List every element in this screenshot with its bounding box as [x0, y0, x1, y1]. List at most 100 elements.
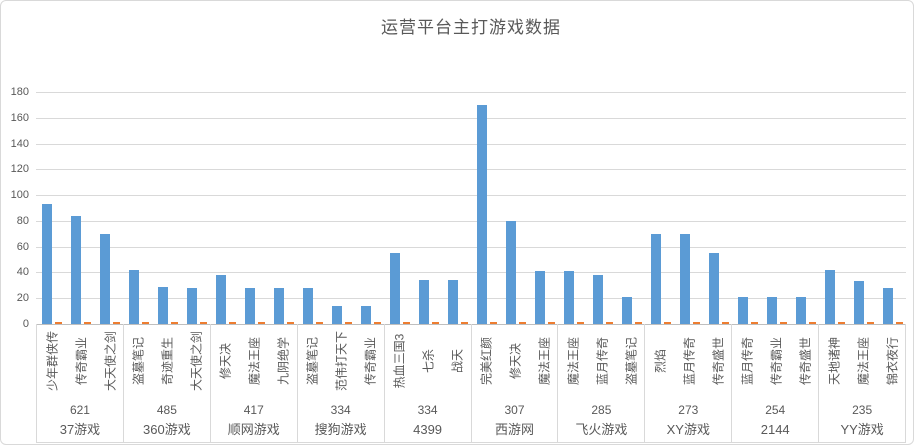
bar-primary	[274, 288, 284, 324]
bar-secondary	[345, 322, 352, 324]
bar-secondary	[287, 322, 294, 324]
bar-primary	[854, 281, 864, 324]
game-labels-row: 少年群侠传 传奇霸业 大天使之剑	[37, 324, 123, 398]
game-label: 范伟打天下	[334, 331, 349, 392]
bar-secondary	[867, 322, 874, 324]
gridline	[36, 144, 906, 145]
group-total: 621	[69, 403, 90, 418]
game-label: 传奇霸业	[74, 337, 88, 386]
game-labels-row: 魔法王座 蓝月传奇 盗墓笔记	[558, 324, 644, 398]
bar-primary	[738, 297, 748, 324]
bar-primary	[303, 288, 313, 324]
category-group: 完美红颜 修天决 魔法王座 307 西游网	[472, 324, 559, 442]
game-label: 完美红颜	[479, 337, 494, 386]
y-axis-tick: 40	[16, 266, 29, 278]
game-label: 七杀	[421, 349, 436, 374]
bar-secondary	[722, 322, 729, 324]
game-labels-row: 盗墓笔记 范伟打天下 传奇霸业	[298, 324, 384, 398]
bar-secondary	[171, 322, 178, 324]
bar-primary	[245, 288, 255, 324]
gridline	[36, 272, 906, 273]
gridline	[36, 169, 906, 170]
gridline	[36, 298, 906, 299]
game-label: 魔法王座	[537, 337, 552, 386]
bar-secondary	[142, 322, 149, 324]
bar-secondary	[229, 322, 236, 324]
gridline	[36, 221, 906, 222]
bar-secondary	[896, 322, 903, 324]
group-platform: 西游网	[494, 422, 534, 438]
group-total: 334	[417, 403, 438, 418]
bar-primary	[564, 271, 574, 324]
bar-primary	[71, 216, 81, 324]
bar-secondary	[316, 322, 323, 324]
game-label: 奇迹重生	[160, 337, 175, 386]
game-label: 魔法王座	[566, 337, 581, 386]
bar-primary	[361, 306, 371, 324]
category-group: 蓝月传奇 传奇霸业 传奇盛世 254 2144	[732, 324, 820, 442]
chart-title: 运营平台主打游戏数据	[381, 18, 561, 37]
bar-secondary	[84, 322, 91, 324]
game-label: 修天决	[508, 343, 523, 380]
bar-secondary	[432, 322, 439, 324]
category-group: 热血三国3 七杀 战天 334 4399	[385, 324, 472, 442]
bar-secondary	[635, 322, 642, 324]
bar-secondary	[838, 322, 845, 324]
bar-secondary	[606, 322, 613, 324]
y-axis-tick: 20	[16, 292, 29, 304]
y-axis-tick: 180	[10, 86, 29, 98]
game-label: 少年群侠传	[45, 331, 59, 392]
y-axis-tick: 0	[22, 318, 29, 330]
group-total: 285	[591, 403, 612, 418]
game-label: 传奇盛世	[798, 337, 813, 386]
bar-primary	[158, 287, 168, 324]
bar-primary	[593, 275, 603, 324]
group-platform: XY游戏	[666, 422, 710, 438]
group-total: 254	[765, 403, 786, 418]
game-labels-row: 烈焰 蓝月传奇 传奇盛世	[645, 324, 731, 398]
game-label: 盗墓笔记	[624, 337, 639, 386]
gridline	[36, 92, 906, 93]
game-label: 蓝月传奇	[595, 337, 610, 386]
game-label: 魔法王座	[856, 337, 871, 386]
bar-secondary	[374, 322, 381, 324]
bar-primary	[651, 234, 661, 324]
bar-secondary	[693, 322, 700, 324]
category-group: 修天决 魔法王座 九阴绝学 417 顺网游戏	[211, 324, 298, 442]
group-total: 417	[243, 403, 264, 418]
group-total: 307	[504, 403, 525, 418]
group-platform: 4399	[413, 422, 443, 438]
bar-secondary	[664, 322, 671, 324]
category-group: 少年群侠传 传奇霸业 大天使之剑 621 37游戏	[36, 324, 124, 442]
game-label: 蓝月传奇	[740, 337, 755, 386]
bar-secondary	[780, 322, 787, 324]
y-axis-tick: 60	[16, 241, 29, 253]
category-group: 盗墓笔记 奇迹重生 大天使之剑 485 360游戏	[124, 324, 211, 442]
game-label: 传奇霸业	[769, 337, 784, 386]
category-group: 盗墓笔记 范伟打天下 传奇霸业 334 搜狗游戏	[298, 324, 385, 442]
bar-primary	[419, 280, 429, 324]
y-axis-tick: 80	[16, 215, 29, 227]
bar-secondary	[461, 322, 468, 324]
bar-secondary	[55, 322, 62, 324]
game-label: 大天使之剑	[103, 331, 117, 392]
gridline	[36, 118, 906, 119]
category-group: 烈焰 蓝月传奇 传奇盛世 273 XY游戏	[645, 324, 733, 442]
bar-primary	[535, 271, 545, 324]
bar-primary	[129, 270, 139, 324]
game-label: 锦衣夜行	[885, 337, 900, 386]
group-platform: 37游戏	[59, 422, 101, 438]
game-label: 盗墓笔记	[305, 337, 320, 386]
category-group: 天地诸神 魔法王座 锦衣夜行 235 YY游戏	[819, 324, 907, 442]
game-labels-row: 修天决 魔法王座 九阴绝学	[211, 324, 297, 398]
game-label: 大天使之剑	[189, 331, 204, 392]
bar-secondary	[577, 322, 584, 324]
game-label: 九阴绝学	[276, 337, 291, 386]
y-axis-tick: 140	[10, 138, 29, 150]
game-labels-row: 盗墓笔记 奇迹重生 大天使之剑	[124, 324, 210, 398]
group-total: 235	[852, 403, 873, 418]
bar-primary	[622, 297, 632, 324]
bar-secondary	[548, 322, 555, 324]
group-platform: 飞火游戏	[575, 422, 628, 438]
